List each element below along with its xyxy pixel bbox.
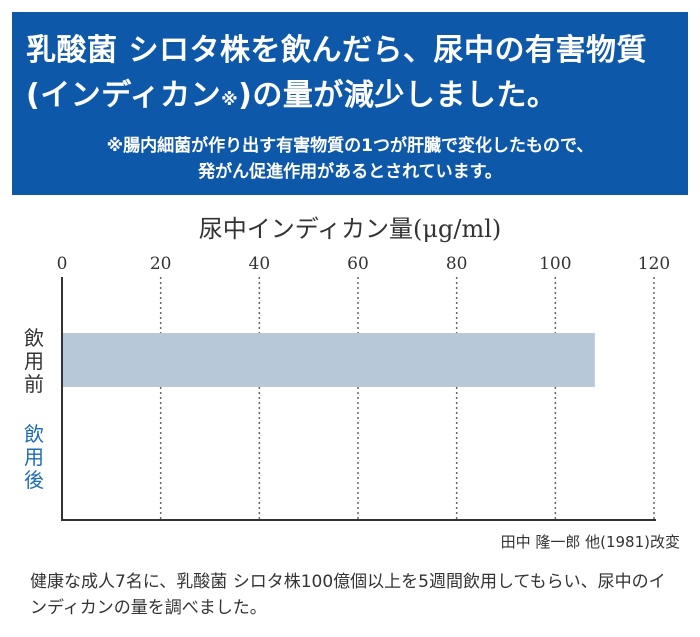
note-mark: ※ xyxy=(221,90,239,110)
chart-title: 尿中インディカン量(μg/ml) xyxy=(199,215,502,243)
source-note: 田中 隆一郎 他(1981)改変 xyxy=(501,533,680,551)
headline-banner: 乳酸菌 シロタ株を飲んだら、尿中の有害物質 (インディカン※)の量が減少しました。… xyxy=(12,12,688,195)
x-tick-label: 0 xyxy=(57,254,68,274)
footnote-line-1: ※腸内細菌が作り出す有害物質の1つが肝臓で変化したもので、 xyxy=(106,136,594,156)
headline-line-2-end: )の量が減少しました。 xyxy=(238,78,558,113)
bar xyxy=(62,333,595,387)
x-tick-label: 40 xyxy=(249,254,271,274)
headline: 乳酸菌 シロタ株を飲んだら、尿中の有害物質 (インディカン※)の量が減少しました。 xyxy=(26,28,674,123)
headline-line-2-start: (インディカン xyxy=(26,78,222,113)
indican-bar-chart: 尿中インディカン量(μg/ml) 0 20 40 60 80 100 120 飲用前飲用後田中 … xyxy=(24,215,680,551)
headline-line-1: 乳酸菌 シロタ株を飲んだら、尿中の有害物質 xyxy=(26,33,647,68)
footnote-line-2: 発がん促進作用があるとされています。 xyxy=(198,162,502,182)
x-tick-label: 60 xyxy=(347,254,369,274)
category-label: 飲用後 xyxy=(24,422,44,492)
footnote: ※腸内細菌が作り出す有害物質の1つが肝臓で変化したもので、 発がん促進作用があると… xyxy=(26,133,674,185)
x-tick-label: 80 xyxy=(446,254,468,274)
x-tick-label: 20 xyxy=(150,254,172,274)
x-tick-label: 120 xyxy=(638,254,670,274)
category-label: 飲用前 xyxy=(24,326,44,396)
x-tick-label: 100 xyxy=(539,254,571,274)
caption: 健康な成人7名に、乳酸菌 シロタ株100億個以上を5週間飲用してもらい、尿中のイ… xyxy=(30,572,666,618)
